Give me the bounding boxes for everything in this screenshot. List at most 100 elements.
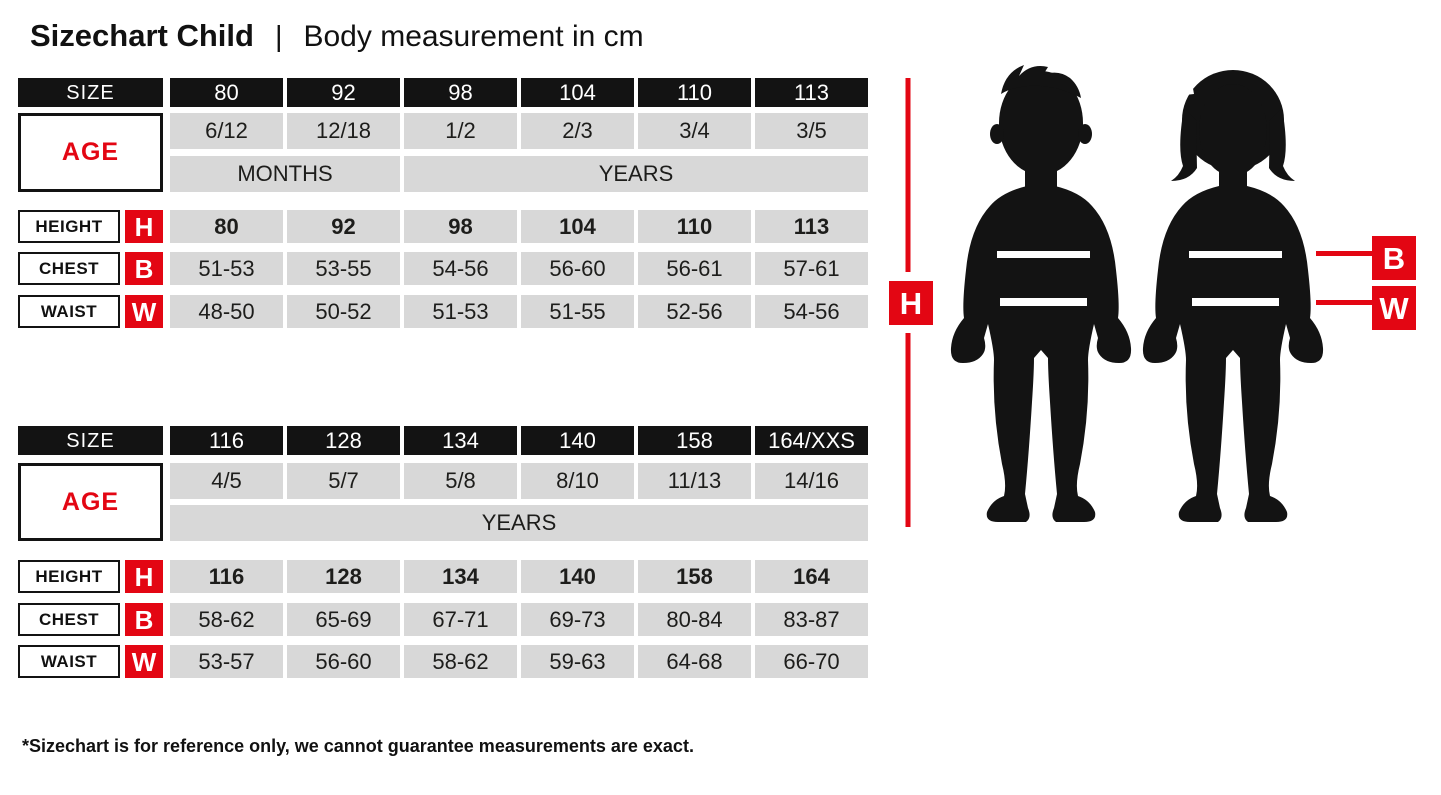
size-cell: 113 [755, 78, 868, 107]
girl-hair-right-lock [1269, 108, 1295, 181]
chest-cell: 57-61 [755, 252, 868, 285]
waist-cell: 66-70 [755, 645, 868, 678]
height-cell: 164 [755, 560, 868, 593]
height-cell: 158 [638, 560, 751, 593]
size-cell: 140 [521, 426, 634, 455]
boy-ear-right [1078, 124, 1092, 144]
chest-cell: 56-61 [638, 252, 751, 285]
age-header-label: AGE [18, 463, 163, 541]
age-cell: 12/18 [287, 113, 400, 149]
page-title: Sizechart Child | Body measurement in cm [30, 18, 644, 54]
size-cell: 134 [404, 426, 517, 455]
height-cell: 92 [287, 210, 400, 243]
age-row: 4/5 5/7 5/8 8/10 11/13 14/16 [18, 463, 868, 499]
title-subtitle: Body measurement in cm [303, 20, 644, 53]
chest-cell: 58-62 [170, 603, 283, 636]
size-header-label: SIZE [18, 426, 163, 455]
size-cell: 164/XXS [755, 426, 868, 455]
chest-label: CHEST [18, 603, 120, 636]
age-cell: 4/5 [170, 463, 283, 499]
chest-label: CHEST [18, 252, 120, 285]
height-cell: 110 [638, 210, 751, 243]
age-unit-years: YEARS [170, 505, 868, 541]
height-badge: H [889, 281, 933, 325]
boy-chest-band-line [997, 251, 1090, 258]
waist-cell: 58-62 [404, 645, 517, 678]
age-header-label: AGE [18, 113, 163, 192]
waist-cell: 51-55 [521, 295, 634, 328]
height-label: HEIGHT [18, 560, 120, 593]
height-row: HEIGHT H 116 128 134 140 158 164 [18, 560, 868, 593]
age-unit-months: MONTHS [170, 156, 400, 192]
age-row: 6/12 12/18 1/2 2/3 3/4 3/5 [18, 113, 868, 149]
size-row: SIZE 80 92 98 104 110 113 [18, 78, 868, 107]
age-cell: 8/10 [521, 463, 634, 499]
height-cell: 128 [287, 560, 400, 593]
height-cell: 80 [170, 210, 283, 243]
boy-hair [1001, 65, 1081, 98]
waist-cell: 51-53 [404, 295, 517, 328]
height-badge-letter: H [900, 286, 922, 321]
size-row: SIZE 116 128 134 140 158 164/XXS [18, 426, 868, 455]
size-header-label: SIZE [18, 78, 163, 107]
chest-row: CHEST B 51-53 53-55 54-56 56-60 56-61 57… [18, 252, 868, 285]
height-cell: 116 [170, 560, 283, 593]
chest-pointer-line [1316, 251, 1372, 256]
height-cell: 140 [521, 560, 634, 593]
age-cell: 1/2 [404, 113, 517, 149]
size-cell: 128 [287, 426, 400, 455]
chest-cell: 69-73 [521, 603, 634, 636]
title-separator: | [274, 21, 283, 53]
chest-row: CHEST B 58-62 65-69 67-71 69-73 80-84 83… [18, 603, 868, 636]
footnote: *Sizechart is for reference only, we can… [22, 736, 694, 756]
chest-cell: 67-71 [404, 603, 517, 636]
waist-cell: 59-63 [521, 645, 634, 678]
waist-pointer-line [1316, 300, 1372, 305]
chest-letter-badge: B [125, 603, 163, 636]
chest-cell: 83-87 [755, 603, 868, 636]
size-cell: 158 [638, 426, 751, 455]
age-cell: 2/3 [521, 113, 634, 149]
age-cell: 6/12 [170, 113, 283, 149]
age-unit-years: YEARS [404, 156, 868, 192]
age-units-row: MONTHS YEARS [18, 156, 868, 192]
age-cell: 5/7 [287, 463, 400, 499]
age-units-row: YEARS [18, 505, 868, 541]
height-cell: 113 [755, 210, 868, 243]
age-cell: 3/5 [755, 113, 868, 149]
waist-pointer: W [1316, 286, 1416, 330]
waist-cell: 54-56 [755, 295, 868, 328]
waist-row: WAIST W 48-50 50-52 51-53 51-55 52-56 54… [18, 295, 868, 328]
waist-cell: 50-52 [287, 295, 400, 328]
size-cell: 110 [638, 78, 751, 107]
waist-badge-letter: W [1379, 291, 1409, 326]
girl-hair-parting [1185, 72, 1194, 95]
waist-cell: 52-56 [638, 295, 751, 328]
waist-letter-badge: W [125, 295, 163, 328]
waist-cell: 48-50 [170, 295, 283, 328]
waist-letter-badge: W [125, 645, 163, 678]
height-cell: 98 [404, 210, 517, 243]
girl-waist-band-line [1192, 298, 1279, 306]
waist-label: WAIST [18, 295, 120, 328]
size-cell: 98 [404, 78, 517, 107]
boy-ear-left [990, 124, 1004, 144]
age-cell: 14/16 [755, 463, 868, 499]
chest-cell: 56-60 [521, 252, 634, 285]
waist-row: WAIST W 53-57 56-60 58-62 59-63 64-68 66… [18, 645, 868, 678]
chest-cell: 80-84 [638, 603, 751, 636]
size-cell: 116 [170, 426, 283, 455]
chest-cell: 65-69 [287, 603, 400, 636]
height-line [905, 78, 911, 527]
boy-head [999, 71, 1083, 175]
height-cell: 134 [404, 560, 517, 593]
girl-chest-band-line [1189, 251, 1282, 258]
size-cell: 80 [170, 78, 283, 107]
waist-cell: 56-60 [287, 645, 400, 678]
chest-badge-letter: B [1383, 241, 1405, 276]
height-cell: 104 [521, 210, 634, 243]
waist-cell: 64-68 [638, 645, 751, 678]
child-measurement-diagram: H B W [889, 65, 1416, 527]
chest-cell: 54-56 [404, 252, 517, 285]
